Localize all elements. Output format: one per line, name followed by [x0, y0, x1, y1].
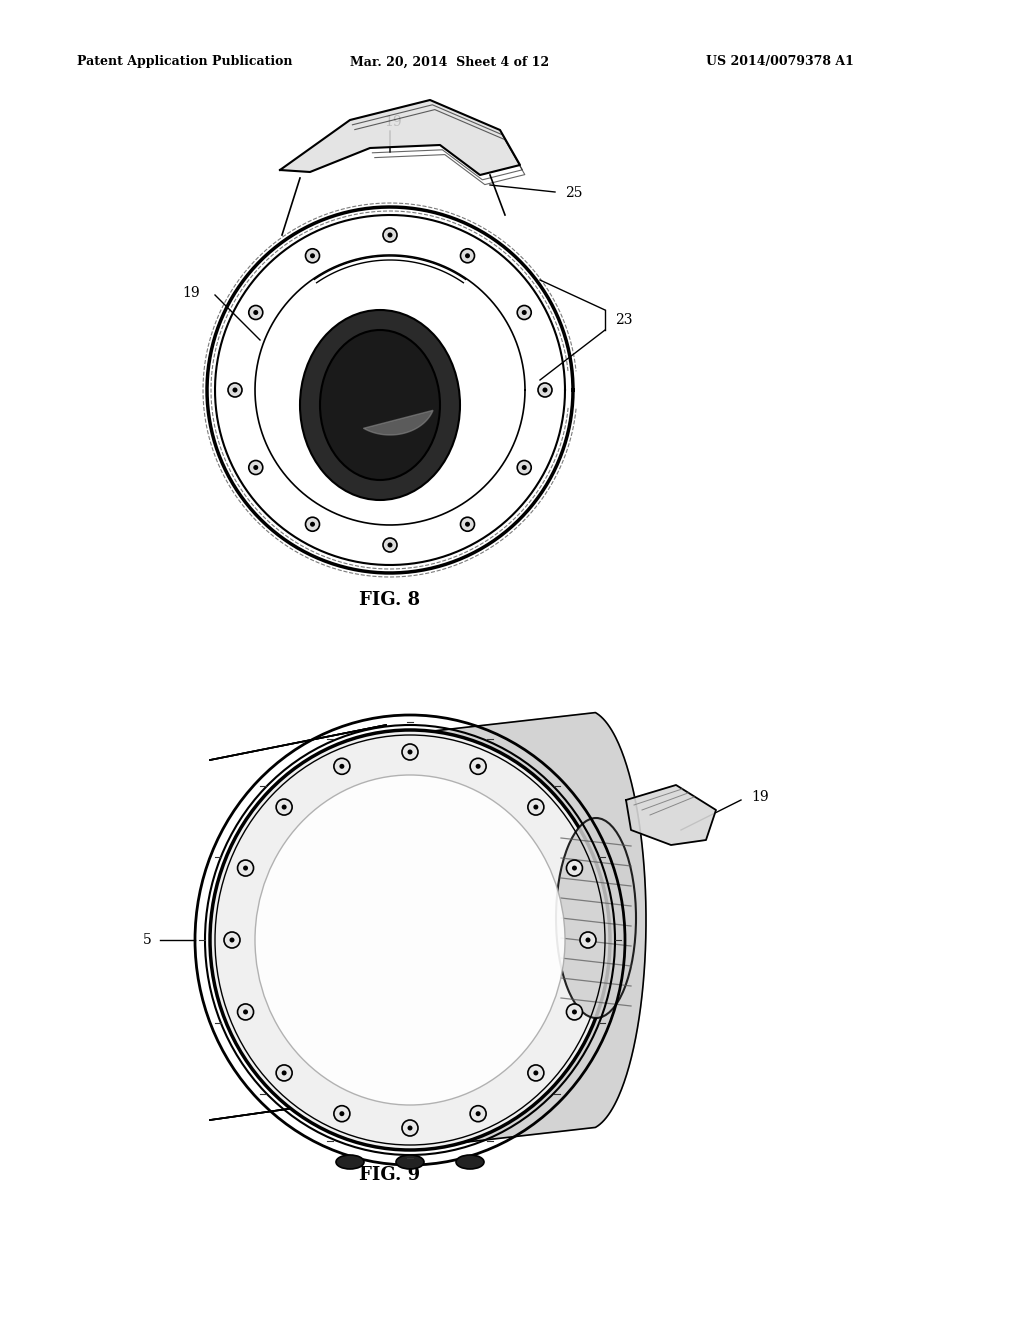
Text: Mar. 20, 2014  Sheet 4 of 12: Mar. 20, 2014 Sheet 4 of 12	[350, 55, 550, 69]
Text: 5: 5	[143, 933, 152, 946]
Circle shape	[465, 521, 470, 527]
Circle shape	[253, 465, 258, 470]
Circle shape	[408, 1126, 413, 1130]
Circle shape	[572, 1010, 577, 1015]
Circle shape	[243, 1010, 248, 1015]
Circle shape	[249, 461, 263, 474]
Circle shape	[470, 758, 486, 775]
Polygon shape	[420, 713, 646, 1147]
Circle shape	[310, 253, 315, 259]
Ellipse shape	[396, 1155, 424, 1170]
Circle shape	[522, 310, 526, 315]
Ellipse shape	[300, 310, 460, 500]
Ellipse shape	[336, 1155, 364, 1170]
Circle shape	[238, 1005, 254, 1020]
Circle shape	[334, 758, 350, 775]
Circle shape	[305, 517, 319, 531]
Text: Patent Application Publication: Patent Application Publication	[77, 55, 293, 69]
Circle shape	[517, 305, 531, 319]
Ellipse shape	[556, 818, 636, 1018]
Circle shape	[305, 248, 319, 263]
Circle shape	[461, 248, 474, 263]
Circle shape	[276, 799, 292, 814]
Text: US 2014/0079378 A1: US 2014/0079378 A1	[707, 55, 854, 69]
Circle shape	[232, 388, 238, 392]
Circle shape	[534, 1071, 539, 1076]
Circle shape	[527, 1065, 544, 1081]
Circle shape	[276, 1065, 292, 1081]
Circle shape	[465, 253, 470, 259]
Circle shape	[310, 521, 315, 527]
Circle shape	[470, 1106, 486, 1122]
Circle shape	[572, 866, 577, 871]
Polygon shape	[364, 411, 433, 436]
Circle shape	[522, 465, 526, 470]
Circle shape	[402, 744, 418, 760]
Circle shape	[586, 937, 591, 942]
Ellipse shape	[319, 330, 440, 480]
Text: FIG. 8: FIG. 8	[359, 591, 421, 609]
Polygon shape	[626, 785, 716, 845]
Circle shape	[383, 228, 397, 242]
Text: 23: 23	[615, 313, 633, 327]
Text: FIG. 9: FIG. 9	[359, 1166, 421, 1184]
Circle shape	[228, 383, 242, 397]
Text: 19: 19	[182, 286, 200, 300]
Circle shape	[224, 932, 240, 948]
Circle shape	[543, 388, 548, 392]
Circle shape	[339, 1111, 344, 1117]
Circle shape	[408, 750, 413, 755]
Circle shape	[282, 805, 287, 809]
Ellipse shape	[456, 1155, 484, 1170]
Ellipse shape	[210, 730, 610, 1150]
Circle shape	[566, 1005, 583, 1020]
Text: 19: 19	[751, 789, 769, 804]
Circle shape	[387, 543, 392, 548]
Circle shape	[339, 764, 344, 768]
Circle shape	[538, 383, 552, 397]
Circle shape	[534, 805, 539, 809]
Circle shape	[461, 517, 474, 531]
Circle shape	[527, 799, 544, 814]
Circle shape	[566, 861, 583, 876]
Circle shape	[517, 461, 531, 474]
Circle shape	[238, 861, 254, 876]
Circle shape	[334, 1106, 350, 1122]
Circle shape	[475, 764, 480, 768]
Circle shape	[387, 232, 392, 238]
Circle shape	[383, 539, 397, 552]
Circle shape	[282, 1071, 287, 1076]
Circle shape	[249, 305, 263, 319]
Circle shape	[243, 866, 248, 871]
Circle shape	[580, 932, 596, 948]
Polygon shape	[280, 100, 520, 176]
Circle shape	[253, 310, 258, 315]
Circle shape	[229, 937, 234, 942]
Circle shape	[402, 1119, 418, 1137]
Circle shape	[475, 1111, 480, 1117]
Text: SONY: SONY	[375, 916, 406, 924]
Text: 19: 19	[384, 115, 401, 129]
Text: 25: 25	[565, 186, 583, 201]
Ellipse shape	[255, 775, 565, 1105]
